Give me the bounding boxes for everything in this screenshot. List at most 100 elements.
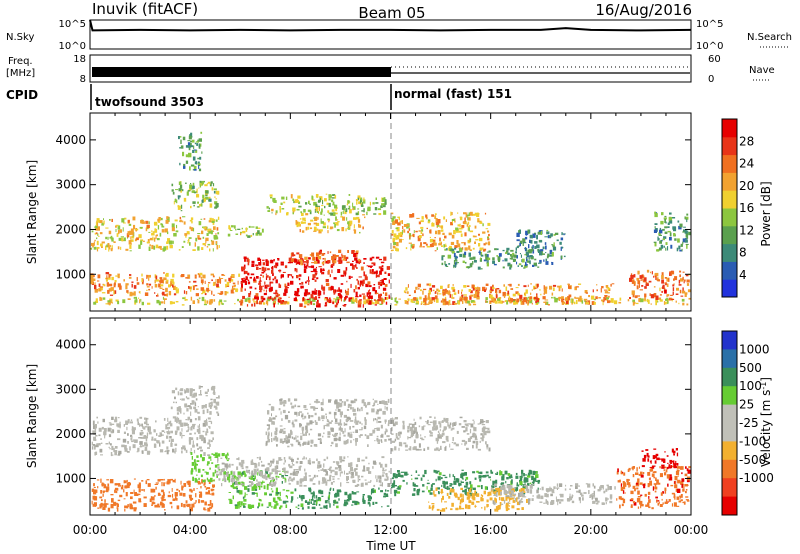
scatter-cell: [392, 423, 396, 427]
scatter-cell: [165, 287, 168, 293]
scatter-cell: [361, 293, 365, 295]
scatter-cell: [353, 217, 357, 220]
scatter-cell: [253, 279, 257, 283]
scatter-cell: [505, 286, 508, 291]
scatter-cell: [272, 458, 275, 463]
scatter-cell: [407, 300, 409, 305]
scatter-cell: [306, 422, 310, 426]
scatter-cell: [188, 286, 190, 289]
scatter-cell: [297, 441, 301, 446]
scatter-cell: [319, 441, 322, 444]
scatter-cell: [459, 217, 463, 221]
scatter-cell: [403, 229, 406, 233]
scatter-cell: [489, 294, 493, 299]
scatter-cell: [563, 255, 566, 258]
scatter-cell: [596, 289, 598, 292]
scatter-cell: [107, 507, 111, 512]
scatter-cell: [671, 298, 675, 300]
scatter-cell: [266, 485, 269, 490]
scatter-cell: [413, 427, 417, 432]
scatter-cell: [363, 258, 367, 260]
scatter-cell: [321, 284, 323, 289]
scatter-cell: [470, 290, 473, 294]
scatter-cell: [130, 492, 134, 494]
scatter-cell: [533, 482, 535, 485]
scatter-cell: [553, 486, 556, 489]
scatter-cell: [140, 433, 143, 436]
scatter-cell: [180, 502, 183, 507]
scatter-cell: [99, 220, 103, 224]
scatter-cell: [453, 442, 457, 445]
scatter-cell: [210, 398, 213, 401]
scatter-cell: [652, 486, 654, 491]
scatter-cell: [193, 149, 197, 151]
scatter-cell: [453, 480, 457, 485]
scatter-cell: [508, 264, 510, 267]
scatter-cell: [108, 283, 113, 287]
scatter-cell: [262, 262, 266, 266]
scatter-cell: [378, 258, 382, 261]
scatter-cell: [491, 486, 493, 491]
scatter-cell: [265, 475, 268, 481]
scatter-cell: [264, 281, 266, 285]
scatter-cell: [219, 278, 222, 283]
scatter-cell: [160, 223, 163, 226]
scatter-cell: [438, 472, 442, 476]
scatter-cell: [668, 297, 672, 301]
scatter-cell: [438, 243, 442, 246]
scatter-cell: [267, 428, 269, 431]
scatter-cell: [302, 496, 305, 499]
scatter-cell: [461, 439, 466, 442]
scatter-cell: [583, 298, 588, 301]
scatter-cell: [192, 156, 196, 161]
scatter-cell: [306, 280, 310, 282]
scatter-cell: [569, 488, 571, 490]
scatter-cell: [355, 438, 358, 442]
scatter-cell: [340, 414, 342, 418]
scatter-cell: [174, 432, 178, 435]
scatter-cell: [449, 483, 453, 485]
scatter-cell: [667, 222, 670, 225]
scatter-cell: [298, 466, 301, 471]
scatter-cell: [464, 485, 467, 488]
scatter-cell: [196, 455, 199, 458]
scatter-cell: [201, 296, 205, 302]
scatter-cell: [560, 493, 564, 498]
scatter-cell: [322, 268, 325, 272]
scatter-cell: [123, 424, 125, 427]
station-title: Inuvik (fitACF): [92, 0, 198, 18]
scatter-cell: [180, 422, 184, 427]
scatter-cell: [213, 226, 216, 230]
scatter-cell: [407, 224, 409, 227]
scatter-cell: [439, 448, 442, 450]
scatter-cell: [510, 493, 512, 495]
scatter-cell: [639, 289, 643, 291]
scatter-cell: [532, 477, 537, 482]
scatter-cell: [346, 498, 350, 502]
scatter-cell: [347, 227, 349, 229]
scatter-cell: [338, 249, 342, 253]
scatter-cell: [440, 445, 442, 449]
scatter-cell: [680, 481, 684, 485]
scatter-cell: [495, 292, 498, 295]
scatter-cell: [445, 418, 449, 421]
scatter-cell: [382, 410, 386, 415]
scatter-cell: [311, 421, 315, 423]
scatter-cell: [189, 391, 193, 397]
scatter-cell: [209, 402, 212, 405]
scatter-cell: [324, 297, 328, 299]
scatter-cell: [506, 247, 510, 251]
scatter-cell: [390, 448, 394, 452]
scatter-cell: [476, 441, 478, 445]
scatter-cell: [314, 412, 317, 416]
scatter-cell: [414, 421, 417, 425]
scatter-cell: [513, 258, 516, 262]
scatter-cell: [299, 229, 301, 233]
scatter-cell: [232, 285, 234, 290]
scatter-cell: [379, 270, 382, 275]
scatter-cell: [328, 494, 330, 499]
scatter-cell: [439, 423, 442, 428]
scatter-cell: [178, 181, 182, 185]
scatter-cell: [667, 246, 669, 251]
scatter-cell: [130, 239, 132, 243]
